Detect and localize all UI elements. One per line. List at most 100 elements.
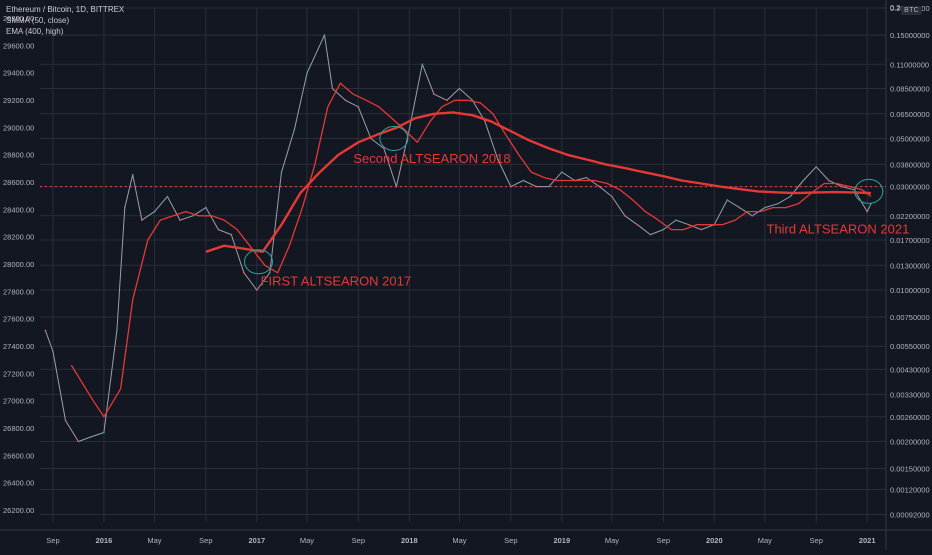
right-axis-tick-label: 0.00260000 [890,413,930,422]
right-axis[interactable]: 0.200000000.150000000.110000000.08500000… [890,3,930,520]
x-axis-tick-label: Sep [46,536,59,545]
x-axis-tick-label: May [605,536,619,545]
price-point [649,233,652,236]
price-point [687,223,690,226]
text-annotations: FIRST ALTSEARON 2017 Second ALTSEARON 201… [261,151,910,288]
price-point [738,206,741,209]
price-point [306,72,308,75]
x-axis-tick-label: May [300,536,314,545]
price-point [44,329,47,332]
price-point [293,128,296,131]
right-axis-tick-label: 0.00150000 [890,465,930,474]
right-axis-tick-label: 0.11000000 [890,60,929,69]
right-axis-tick-label: 0.00092000 [890,511,930,520]
price-point [408,128,411,131]
right-axis-tick-label: 0.06500000 [890,110,930,119]
right-axis-tick-label: 0.03000000 [890,183,930,192]
left-axis-tick-label: 27200.00 [3,369,34,378]
left-axis-tick-label: 27600.00 [3,315,34,324]
left-axis-tick-label: 28400.00 [3,205,34,214]
price-point [547,185,550,188]
price-point [726,199,729,201]
price-point [496,158,499,161]
price-point [331,87,334,90]
right-axis-tick-label: 0.01300000 [890,261,930,270]
left-axis-tick-label: 27800.00 [3,287,34,296]
price-point [131,173,134,176]
price-point [52,350,54,353]
right-axis-tick-label: 0.00750000 [890,313,930,322]
price-point [840,185,843,188]
right-axis-tick-label: 0.03800000 [890,160,930,169]
highlight-circle [379,125,409,151]
price-point [395,185,398,188]
price-point [815,165,818,168]
right-axis-tick-label: 0.02200000 [890,212,930,221]
altseason-annotation: FIRST ALTSEARON 2017 [261,273,412,288]
price-point [789,195,792,198]
x-axis-tick-label: May [147,536,161,545]
indicator-ema[interactable]: EMA (400, high) [6,27,64,36]
x-axis-tick-label: 2017 [248,536,265,545]
left-axis-tick-label: 29600.00 [3,41,34,50]
right-axis-tick-label: 0.01700000 [890,236,930,245]
x-axis-tick-label: Sep [352,536,365,545]
price-point [255,289,258,291]
x-axis-tick-label: Sep [504,536,517,545]
price-point [636,223,639,226]
x-axis-tick-label: Sep [657,536,670,545]
indicator-smma[interactable]: SMMA (50, close) [6,16,70,25]
price-point [763,206,766,209]
price-point [64,419,67,422]
right-axis-tick-label: 0.05000000 [890,134,930,143]
left-axis-tick-label: 29400.00 [3,69,34,78]
price-point [268,271,271,274]
price-point [598,185,601,188]
highlight-circle [854,178,884,204]
left-axis-tick-label: 28200.00 [3,233,34,242]
left-axis-tick-label: 28000.00 [3,260,34,269]
currency-badge[interactable]: BTC [901,6,922,15]
price-point [674,219,677,222]
price-point [192,214,194,217]
price-point [204,206,207,209]
left-axis-tick-label: 28800.00 [3,151,34,160]
left-axis-tick-label: 28600.00 [3,178,34,187]
price-point [623,214,626,217]
left-axis: 29800.00 29600.00 29400.00 29200.00 29000.00… [3,14,34,515]
smma-line [70,82,872,418]
price-point [103,431,105,434]
left-axis-tick-label: 29000.00 [3,123,34,132]
price-point [700,228,703,231]
price-point [866,210,869,213]
price-point [344,99,347,102]
chart-title[interactable]: Ethereum / Bitcoin, 1D, BITTREX [6,5,125,14]
x-axis-tick-label: 2020 [706,536,723,545]
right-axis-tick-label: 0.00120000 [890,486,930,495]
left-axis-tick-label: 26200.00 [3,506,34,515]
right-axis-tick-label: 0.00550000 [890,342,930,351]
price-point [77,440,80,443]
right-axis-tick-label: 0.15000000 [890,31,930,40]
price-point [323,34,326,36]
right-axis-top-label: 0.2 [890,3,900,12]
ema-line [205,111,872,254]
x-axis-tick-label: 2016 [96,536,113,545]
price-point [458,87,461,90]
x-axis-tick-label: May [758,536,772,545]
series-layer [44,34,872,443]
right-axis-tick-label: 0.00200000 [890,437,930,446]
price-point [179,219,181,222]
highlight-circle [243,249,273,275]
left-axis-tick-label: 26400.00 [3,479,34,488]
x-axis[interactable]: Sep 2016 May Sep 2017 May Sep 2018 May Sep 2019 May… [46,536,875,545]
right-axis-tick-label: 0.00430000 [890,365,930,374]
price-point [827,179,830,182]
price-point [90,435,92,438]
left-axis-tick-label: 29200.00 [3,96,34,105]
altseason-annotation: Second ALTSEARON 2018 [353,151,510,166]
x-axis-tick-label: 2021 [859,536,876,545]
right-axis-tick-label: 0.01000000 [890,286,930,295]
